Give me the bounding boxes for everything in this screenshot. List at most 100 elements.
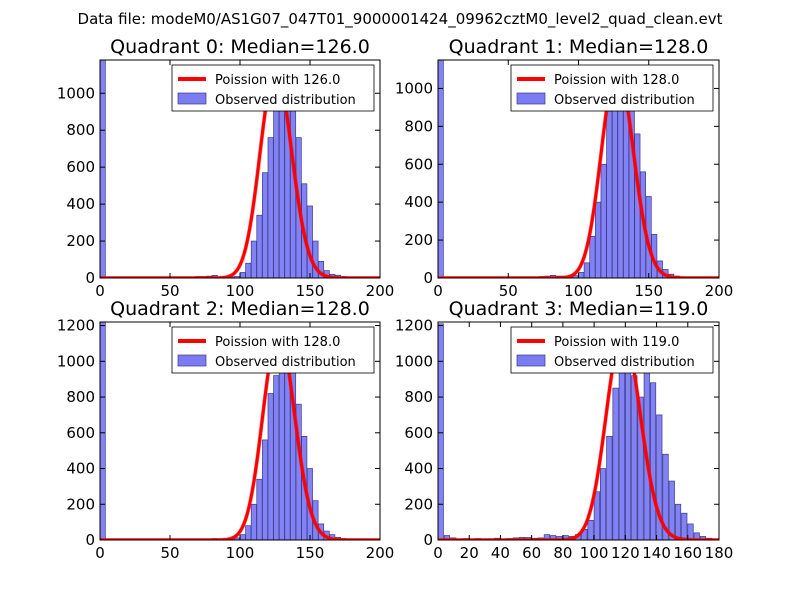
histogram-bar xyxy=(687,523,694,540)
histogram-bar xyxy=(681,512,688,540)
y-tick-label: 1000 xyxy=(395,352,433,370)
legend-bar-label: Observed distribution xyxy=(554,93,695,108)
x-tick-label: 180 xyxy=(705,544,734,562)
histogram-bar xyxy=(606,436,613,540)
legend-line-label: Poission with 126.0 xyxy=(215,73,340,88)
x-tick-label: 40 xyxy=(491,544,510,562)
y-tick-label: 800 xyxy=(66,388,95,406)
histogram-bar xyxy=(587,519,594,540)
histogram-bar xyxy=(239,534,246,540)
histogram-bar xyxy=(595,201,602,278)
x-tick-label: 100 xyxy=(580,544,609,562)
histogram-bar xyxy=(656,414,663,540)
x-tick-label: 160 xyxy=(673,544,702,562)
y-tick-label: 1200 xyxy=(57,317,95,335)
y-tick-label: 0 xyxy=(85,269,95,287)
histogram-bar xyxy=(100,60,106,278)
histogram-bar xyxy=(267,137,274,278)
histogram-bar xyxy=(693,532,700,540)
histogram-bar xyxy=(606,110,613,278)
poisson-curve xyxy=(438,66,719,278)
histogram-bar xyxy=(637,396,644,540)
x-tick-label: 60 xyxy=(522,544,541,562)
x-tick-label: 100 xyxy=(226,544,255,562)
x-tick-label: 0 xyxy=(95,544,105,562)
chart-panel-3: Quadrant 3: Median=119.00 20 40 60 80 100 120 1… xyxy=(395,298,734,562)
y-tick-label: 1000 xyxy=(395,79,433,97)
x-tick-label: 200 xyxy=(366,544,395,562)
histogram-bar xyxy=(589,235,596,278)
y-tick-label: 0 xyxy=(85,531,95,549)
legend-line-label: Poission with 128.0 xyxy=(554,73,679,88)
figure-suptitle: Data file: modeM0/AS1G07_047T01_90000014… xyxy=(78,10,723,29)
histogram-bar xyxy=(239,272,246,278)
y-tick-label: 600 xyxy=(404,155,433,173)
x-tick-label: 150 xyxy=(296,544,325,562)
histogram-bar xyxy=(250,240,257,278)
chart-title: Quadrant 2: Median=128.0 xyxy=(110,298,370,320)
bar-group xyxy=(100,60,380,278)
y-tick-label: 400 xyxy=(404,193,433,211)
chart-panel-0: Quadrant 0: Median=126.0 0 50 100 150 200 0 200… xyxy=(57,36,395,300)
histogram-bar xyxy=(583,262,590,278)
x-tick-label: 150 xyxy=(634,282,663,300)
x-tick-label: 80 xyxy=(553,544,572,562)
histogram-bar xyxy=(674,503,682,540)
histogram-bar xyxy=(600,468,607,540)
y-tick-label: 400 xyxy=(66,460,95,478)
y-tick-label: 200 xyxy=(66,232,95,250)
histogram-bar xyxy=(612,387,619,540)
histogram-bar xyxy=(649,382,657,540)
histogram-bar xyxy=(438,60,444,278)
histogram-bar xyxy=(256,214,263,278)
histogram-bar xyxy=(600,163,607,278)
y-tick-label: 800 xyxy=(404,117,433,135)
chart-panel-1: Quadrant 1: Median=128.0 0 50 100 150 200 0 200… xyxy=(395,36,734,300)
y-tick-label: 0 xyxy=(423,531,433,549)
histogram-bar xyxy=(262,172,269,278)
x-tick-label: 140 xyxy=(642,544,671,562)
poisson-curve xyxy=(438,331,719,540)
histogram-bar xyxy=(262,439,269,540)
y-tick-label: 200 xyxy=(66,495,95,513)
y-tick-label: 0 xyxy=(423,269,433,287)
x-tick-label: 20 xyxy=(460,544,479,562)
y-tick-label: 800 xyxy=(404,388,433,406)
histogram-bar xyxy=(100,322,106,540)
y-tick-label: 600 xyxy=(66,158,95,176)
legend-bar-label: Observed distribution xyxy=(215,355,356,370)
x-tick-label: 0 xyxy=(95,282,105,300)
bar-group xyxy=(438,60,719,278)
legend-bar-swatch xyxy=(516,92,546,105)
legend-bar-label: Observed distribution xyxy=(554,355,695,370)
y-tick-label: 600 xyxy=(66,424,95,442)
chart-title: Quadrant 3: Median=119.0 xyxy=(449,298,709,320)
y-tick-label: 1200 xyxy=(395,317,433,335)
histogram-bar xyxy=(618,360,625,540)
bar-group xyxy=(438,323,719,540)
histogram-bar xyxy=(578,271,585,278)
x-tick-label: 100 xyxy=(226,282,255,300)
legend-bar-label: Observed distribution xyxy=(215,93,356,108)
histogram-bar xyxy=(245,262,252,278)
histogram-bar xyxy=(438,323,444,540)
histogram-bar xyxy=(245,525,252,540)
histogram-bar xyxy=(631,375,638,540)
histogram-bar xyxy=(273,375,280,540)
y-tick-label: 1000 xyxy=(57,84,95,102)
histogram-bar xyxy=(662,453,669,540)
legend-bar-swatch xyxy=(516,354,546,367)
x-tick-label: 0 xyxy=(433,544,443,562)
chart-title: Quadrant 0: Median=126.0 xyxy=(110,36,370,58)
y-tick-label: 400 xyxy=(404,460,433,478)
y-tick-label: 400 xyxy=(66,195,95,213)
legend-line-label: Poission with 128.0 xyxy=(215,335,340,350)
chart-panel-2: Quadrant 2: Median=128.0 0 50 100 150 200 0 200… xyxy=(57,298,395,562)
y-tick-label: 200 xyxy=(404,231,433,249)
x-tick-label: 120 xyxy=(611,544,640,562)
histogram-bar xyxy=(250,503,257,540)
x-tick-label: 50 xyxy=(160,544,179,562)
x-tick-label: 150 xyxy=(296,282,325,300)
legend-bar-swatch xyxy=(177,354,207,367)
